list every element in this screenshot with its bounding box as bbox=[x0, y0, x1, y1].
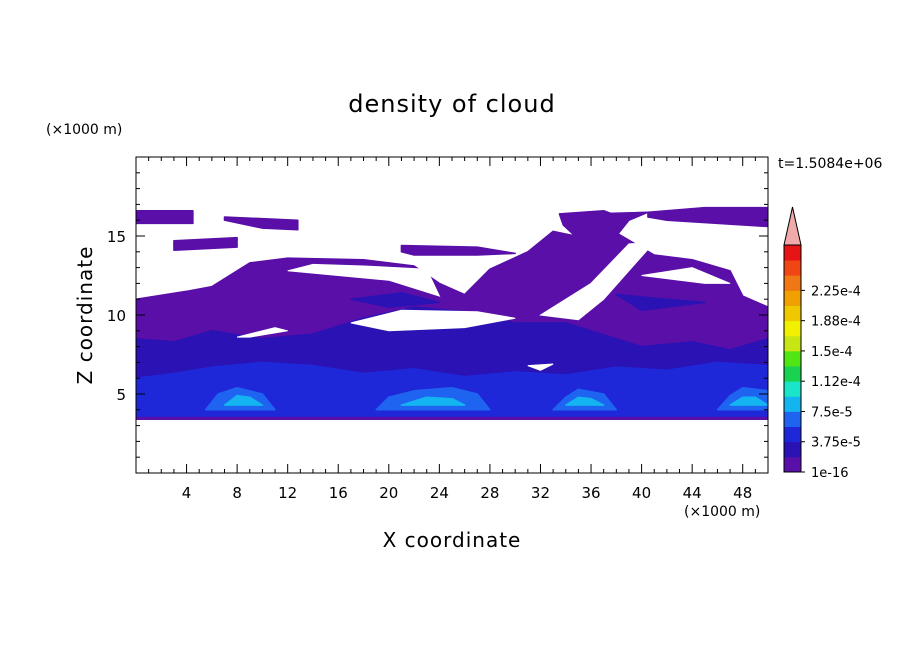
x-tick-label: 44 bbox=[683, 484, 702, 502]
x-tick-label: 48 bbox=[733, 484, 752, 502]
y-tick-label: 5 bbox=[116, 386, 126, 404]
colorbar-label: 1.5e-4 bbox=[811, 345, 853, 360]
y-axis-label: Z coordinate bbox=[73, 246, 97, 385]
colorbar-swatch bbox=[784, 335, 801, 352]
colorbar-frame bbox=[783, 244, 802, 473]
x-tick-label: 40 bbox=[632, 484, 651, 502]
x-tick-label: 12 bbox=[278, 484, 297, 502]
y-axis-ticks: 5 10 15 bbox=[107, 172, 768, 458]
colorbar-swatch bbox=[784, 245, 801, 261]
clear-air-region-5 bbox=[527, 363, 554, 371]
contour-level-0-region-7 bbox=[558, 209, 630, 240]
x-tick-label: 24 bbox=[430, 484, 449, 502]
x-tick-label: 20 bbox=[379, 484, 398, 502]
y-tick-label: 10 bbox=[107, 307, 126, 325]
x-tick-label: 36 bbox=[581, 484, 600, 502]
contour-level-0-region-5 bbox=[647, 206, 768, 228]
colorbar-swatch bbox=[784, 441, 801, 458]
chart-title: density of cloud bbox=[348, 90, 555, 118]
x-tick-label: 8 bbox=[232, 484, 242, 502]
colorbar-swatch bbox=[784, 260, 801, 276]
colorbar-swatch bbox=[784, 305, 801, 322]
colorbar-swatch bbox=[784, 366, 801, 382]
colorbar-swatch bbox=[784, 456, 801, 473]
colorbar-swatch bbox=[784, 396, 801, 412]
colorbar-label: 7.5e-5 bbox=[811, 405, 853, 420]
clear-air-region-2 bbox=[236, 327, 288, 338]
clear-air-region-4 bbox=[641, 267, 731, 284]
colorbar-swatch bbox=[784, 350, 801, 367]
colorbar-label: 3.75e-5 bbox=[811, 436, 861, 451]
colorbar-label: 1e-16 bbox=[811, 466, 849, 481]
contour-field bbox=[136, 206, 768, 421]
contour-level-0-region-1 bbox=[136, 209, 194, 225]
x-tick-label: 4 bbox=[182, 484, 192, 502]
contour-level-0-region-3 bbox=[173, 236, 238, 251]
colorbar-swatch bbox=[784, 320, 801, 337]
contour-level-1-region-1 bbox=[350, 292, 441, 308]
x-tick-label: 28 bbox=[480, 484, 499, 502]
x-axis-label: X coordinate bbox=[383, 528, 522, 552]
x-tick-label: 16 bbox=[329, 484, 348, 502]
colorbar-label: 1.88e-4 bbox=[811, 315, 861, 330]
time-label: t=1.5084e+06 bbox=[778, 156, 882, 172]
colorbar: 1e-16 3.75e-5 7.5e-5 1.12e-4 1.5e-4 1.88e-4 2.… bbox=[783, 206, 861, 481]
contour-level-0-region-2 bbox=[223, 216, 299, 231]
colorbar-swatch bbox=[784, 411, 801, 427]
colorbar-extend-triangle bbox=[783, 206, 802, 246]
colorbar-swatch bbox=[784, 381, 801, 397]
x-axis-ticks: 4 8 12 16 20 24 28 32 36 40 44 48 bbox=[148, 157, 756, 502]
colorbar-label: 2.25e-4 bbox=[811, 284, 861, 299]
clear-air-region-1 bbox=[350, 309, 516, 332]
x-tick-label: 32 bbox=[531, 484, 550, 502]
clear-air-region-3 bbox=[539, 241, 656, 321]
colorbar-swatch bbox=[784, 290, 801, 306]
colorbar-swatch bbox=[784, 426, 801, 443]
contour-level-4-region-0 bbox=[223, 394, 264, 406]
y-unit-label: (×1000 m) bbox=[46, 122, 122, 138]
colorbar-label: 1.12e-4 bbox=[811, 375, 861, 390]
contour-level-4-region-2 bbox=[565, 396, 605, 406]
contour-level-0-region-4 bbox=[400, 244, 516, 256]
contour-level-4-region-3 bbox=[729, 396, 768, 406]
y-tick-label: 15 bbox=[107, 228, 126, 246]
colorbar-swatch bbox=[784, 275, 801, 291]
clear-air-region-0 bbox=[287, 263, 441, 297]
contour-level-1-region-2 bbox=[615, 293, 706, 312]
contour-level-4-region-1 bbox=[400, 396, 466, 406]
x-unit-label: (×1000 m) bbox=[684, 504, 760, 520]
